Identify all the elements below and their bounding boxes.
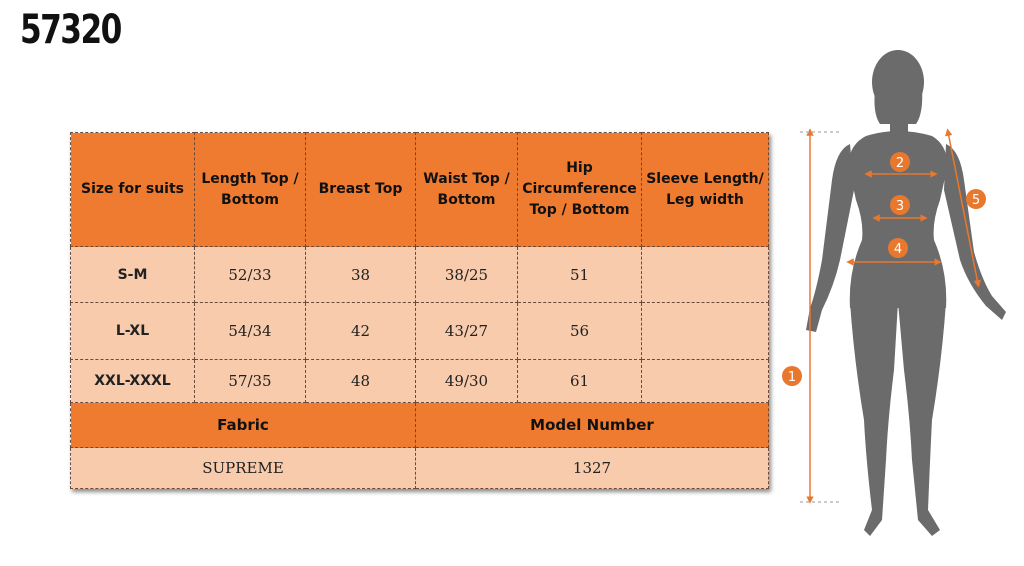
body-measurement-figure: 1 2 3 4 5 [782,50,1006,536]
cell-sleeve [641,246,769,303]
cell-hip: 61 [517,359,642,403]
fabric-label: Fabric [70,402,416,448]
header-hip: Hip Circumference Top / Bottom [517,132,642,247]
cell-sleeve [641,359,769,403]
fabric-model-value-row: SUPREME 1327 [70,447,769,489]
svg-text:1: 1 [788,370,796,385]
table-row: L-XL 54/34 42 43/27 56 [70,302,769,360]
cell-size: XXL-XXXL [70,359,195,403]
header-waist: Waist Top / Bottom [415,132,518,247]
cell-breast: 48 [305,359,416,403]
cell-length: 52/33 [194,246,306,303]
table-row: XXL-XXXL 57/35 48 49/30 61 [70,359,769,403]
header-breast: Breast Top [305,132,416,247]
cell-sleeve [641,302,769,360]
model-number-value: 1327 [415,447,769,489]
measurement-marker-2: 2 [890,152,910,172]
header-size: Size for suits [70,132,195,247]
woman-silhouette [806,50,1006,536]
cell-length: 57/35 [194,359,306,403]
fabric-model-header-row: Fabric Model Number [70,402,769,448]
fabric-value: SUPREME [70,447,416,489]
measurement-marker-1: 1 [782,366,802,386]
cell-waist: 43/27 [415,302,518,360]
measurement-marker-3: 3 [890,195,910,215]
svg-text:3: 3 [896,199,904,214]
svg-text:2: 2 [896,156,904,171]
measurement-marker-4: 4 [888,238,908,258]
size-chart-table: Size for suits Length Top / Bottom Breas… [70,132,769,489]
cell-breast: 42 [305,302,416,360]
cell-waist: 49/30 [415,359,518,403]
measurement-marker-5: 5 [966,189,986,209]
header-length: Length Top / Bottom [194,132,306,247]
header-sleeve: Sleeve Length/ Leg width [641,132,769,247]
measurement-lines [800,128,981,504]
cell-hip: 51 [517,246,642,303]
cell-size: L-XL [70,302,195,360]
table-row: S-M 52/33 38 38/25 51 [70,246,769,303]
cell-breast: 38 [305,246,416,303]
table-header-row: Size for suits Length Top / Bottom Breas… [70,132,769,247]
product-code: 57320 [20,7,122,53]
cell-length: 54/34 [194,302,306,360]
model-number-label: Model Number [415,402,769,448]
cell-size: S-M [70,246,195,303]
cell-waist: 38/25 [415,246,518,303]
svg-text:4: 4 [894,242,902,257]
svg-text:5: 5 [972,193,980,208]
cell-hip: 56 [517,302,642,360]
